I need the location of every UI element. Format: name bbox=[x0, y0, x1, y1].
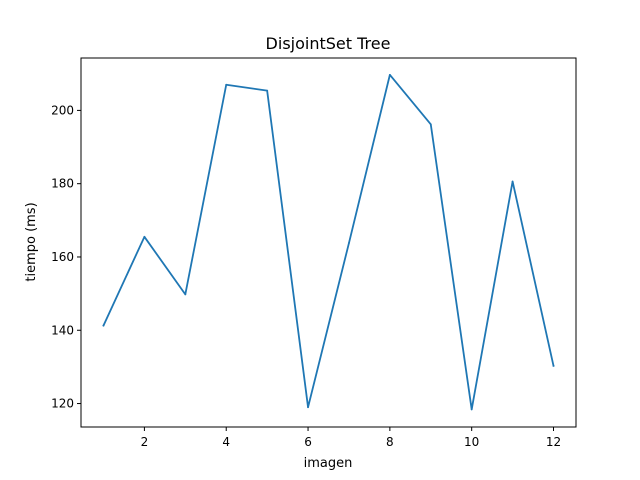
data-point bbox=[470, 408, 473, 411]
x-tick-label: 4 bbox=[222, 435, 230, 449]
data-point bbox=[225, 83, 228, 86]
y-tick-label: 140 bbox=[51, 323, 74, 337]
plot-frame bbox=[80, 57, 577, 428]
data-point bbox=[307, 406, 309, 409]
data-point bbox=[552, 364, 555, 367]
x-axis: 2 4 6 8 10 12 bbox=[141, 427, 561, 449]
x-tick-label: 8 bbox=[386, 435, 394, 449]
series-line-0 bbox=[102, 73, 555, 411]
y-axis-label: tiempo (ms) bbox=[24, 202, 39, 281]
y-tick-label: 120 bbox=[51, 397, 74, 411]
data-point bbox=[511, 180, 514, 183]
x-tick-label: 2 bbox=[141, 435, 149, 449]
y-tick-label: 160 bbox=[51, 250, 74, 264]
data-point bbox=[102, 324, 105, 327]
y-tick-label: 180 bbox=[51, 177, 74, 191]
x-tick-label: 6 bbox=[304, 435, 312, 449]
plot-area bbox=[102, 73, 555, 411]
y-axis: 120 140 160 180 200 bbox=[51, 103, 81, 411]
data-point bbox=[348, 242, 350, 244]
data-point bbox=[429, 123, 432, 126]
y-tick-label: 200 bbox=[51, 103, 74, 117]
data-point bbox=[266, 89, 269, 92]
data-point bbox=[388, 73, 391, 76]
x-tick-label: 12 bbox=[546, 435, 561, 449]
x-tick-label: 10 bbox=[464, 435, 479, 449]
chart-title: DisjointSet Tree bbox=[266, 34, 391, 53]
data-point bbox=[143, 235, 146, 238]
x-axis-label: imagen bbox=[304, 456, 353, 471]
data-point bbox=[184, 293, 187, 296]
